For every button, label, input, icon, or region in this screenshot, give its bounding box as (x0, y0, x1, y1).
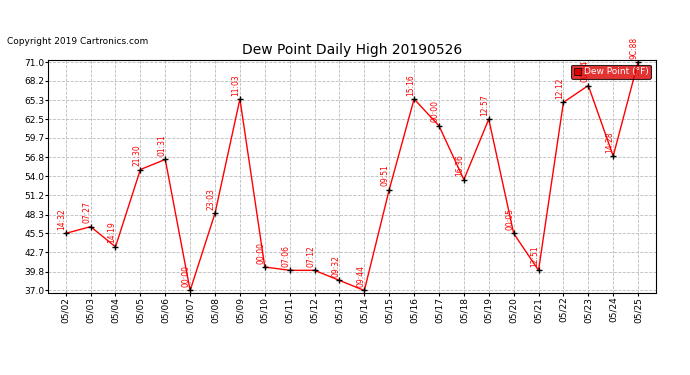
Title: Dew Point Daily High 20190526: Dew Point Daily High 20190526 (241, 44, 462, 57)
Text: 23:03: 23:03 (207, 188, 216, 210)
Legend: Dew Point (°F): Dew Point (°F) (571, 64, 651, 79)
Text: 12:51: 12:51 (531, 245, 540, 267)
Text: 00:54: 00:54 (580, 60, 589, 82)
Text: 15:16: 15:16 (406, 74, 415, 96)
Text: Copyright 2019 Cartronics.com: Copyright 2019 Cartronics.com (7, 38, 148, 46)
Text: 00:00: 00:00 (257, 242, 266, 264)
Text: 00:05: 00:05 (505, 208, 515, 230)
Text: 00:00: 00:00 (431, 100, 440, 123)
Text: 07:27: 07:27 (82, 201, 91, 223)
Text: 00:00: 00:00 (182, 265, 191, 287)
Text: 09:44: 09:44 (356, 265, 365, 287)
Text: 14:28: 14:28 (605, 131, 614, 153)
Text: 9C:88: 9C:88 (630, 36, 639, 58)
Text: 11:03: 11:03 (232, 74, 241, 96)
Text: 21:30: 21:30 (132, 144, 141, 166)
Text: 07:12: 07:12 (306, 245, 315, 267)
Text: 14:32: 14:32 (57, 208, 66, 230)
Text: 12:57: 12:57 (480, 94, 489, 116)
Text: 07:06: 07:06 (282, 245, 290, 267)
Text: 09:51: 09:51 (381, 165, 390, 186)
Text: 09:32: 09:32 (331, 255, 340, 277)
Text: 14:19: 14:19 (107, 222, 116, 243)
Text: 01:31: 01:31 (157, 134, 166, 156)
Text: 12:12: 12:12 (555, 78, 564, 99)
Text: 16:36: 16:36 (455, 154, 464, 176)
